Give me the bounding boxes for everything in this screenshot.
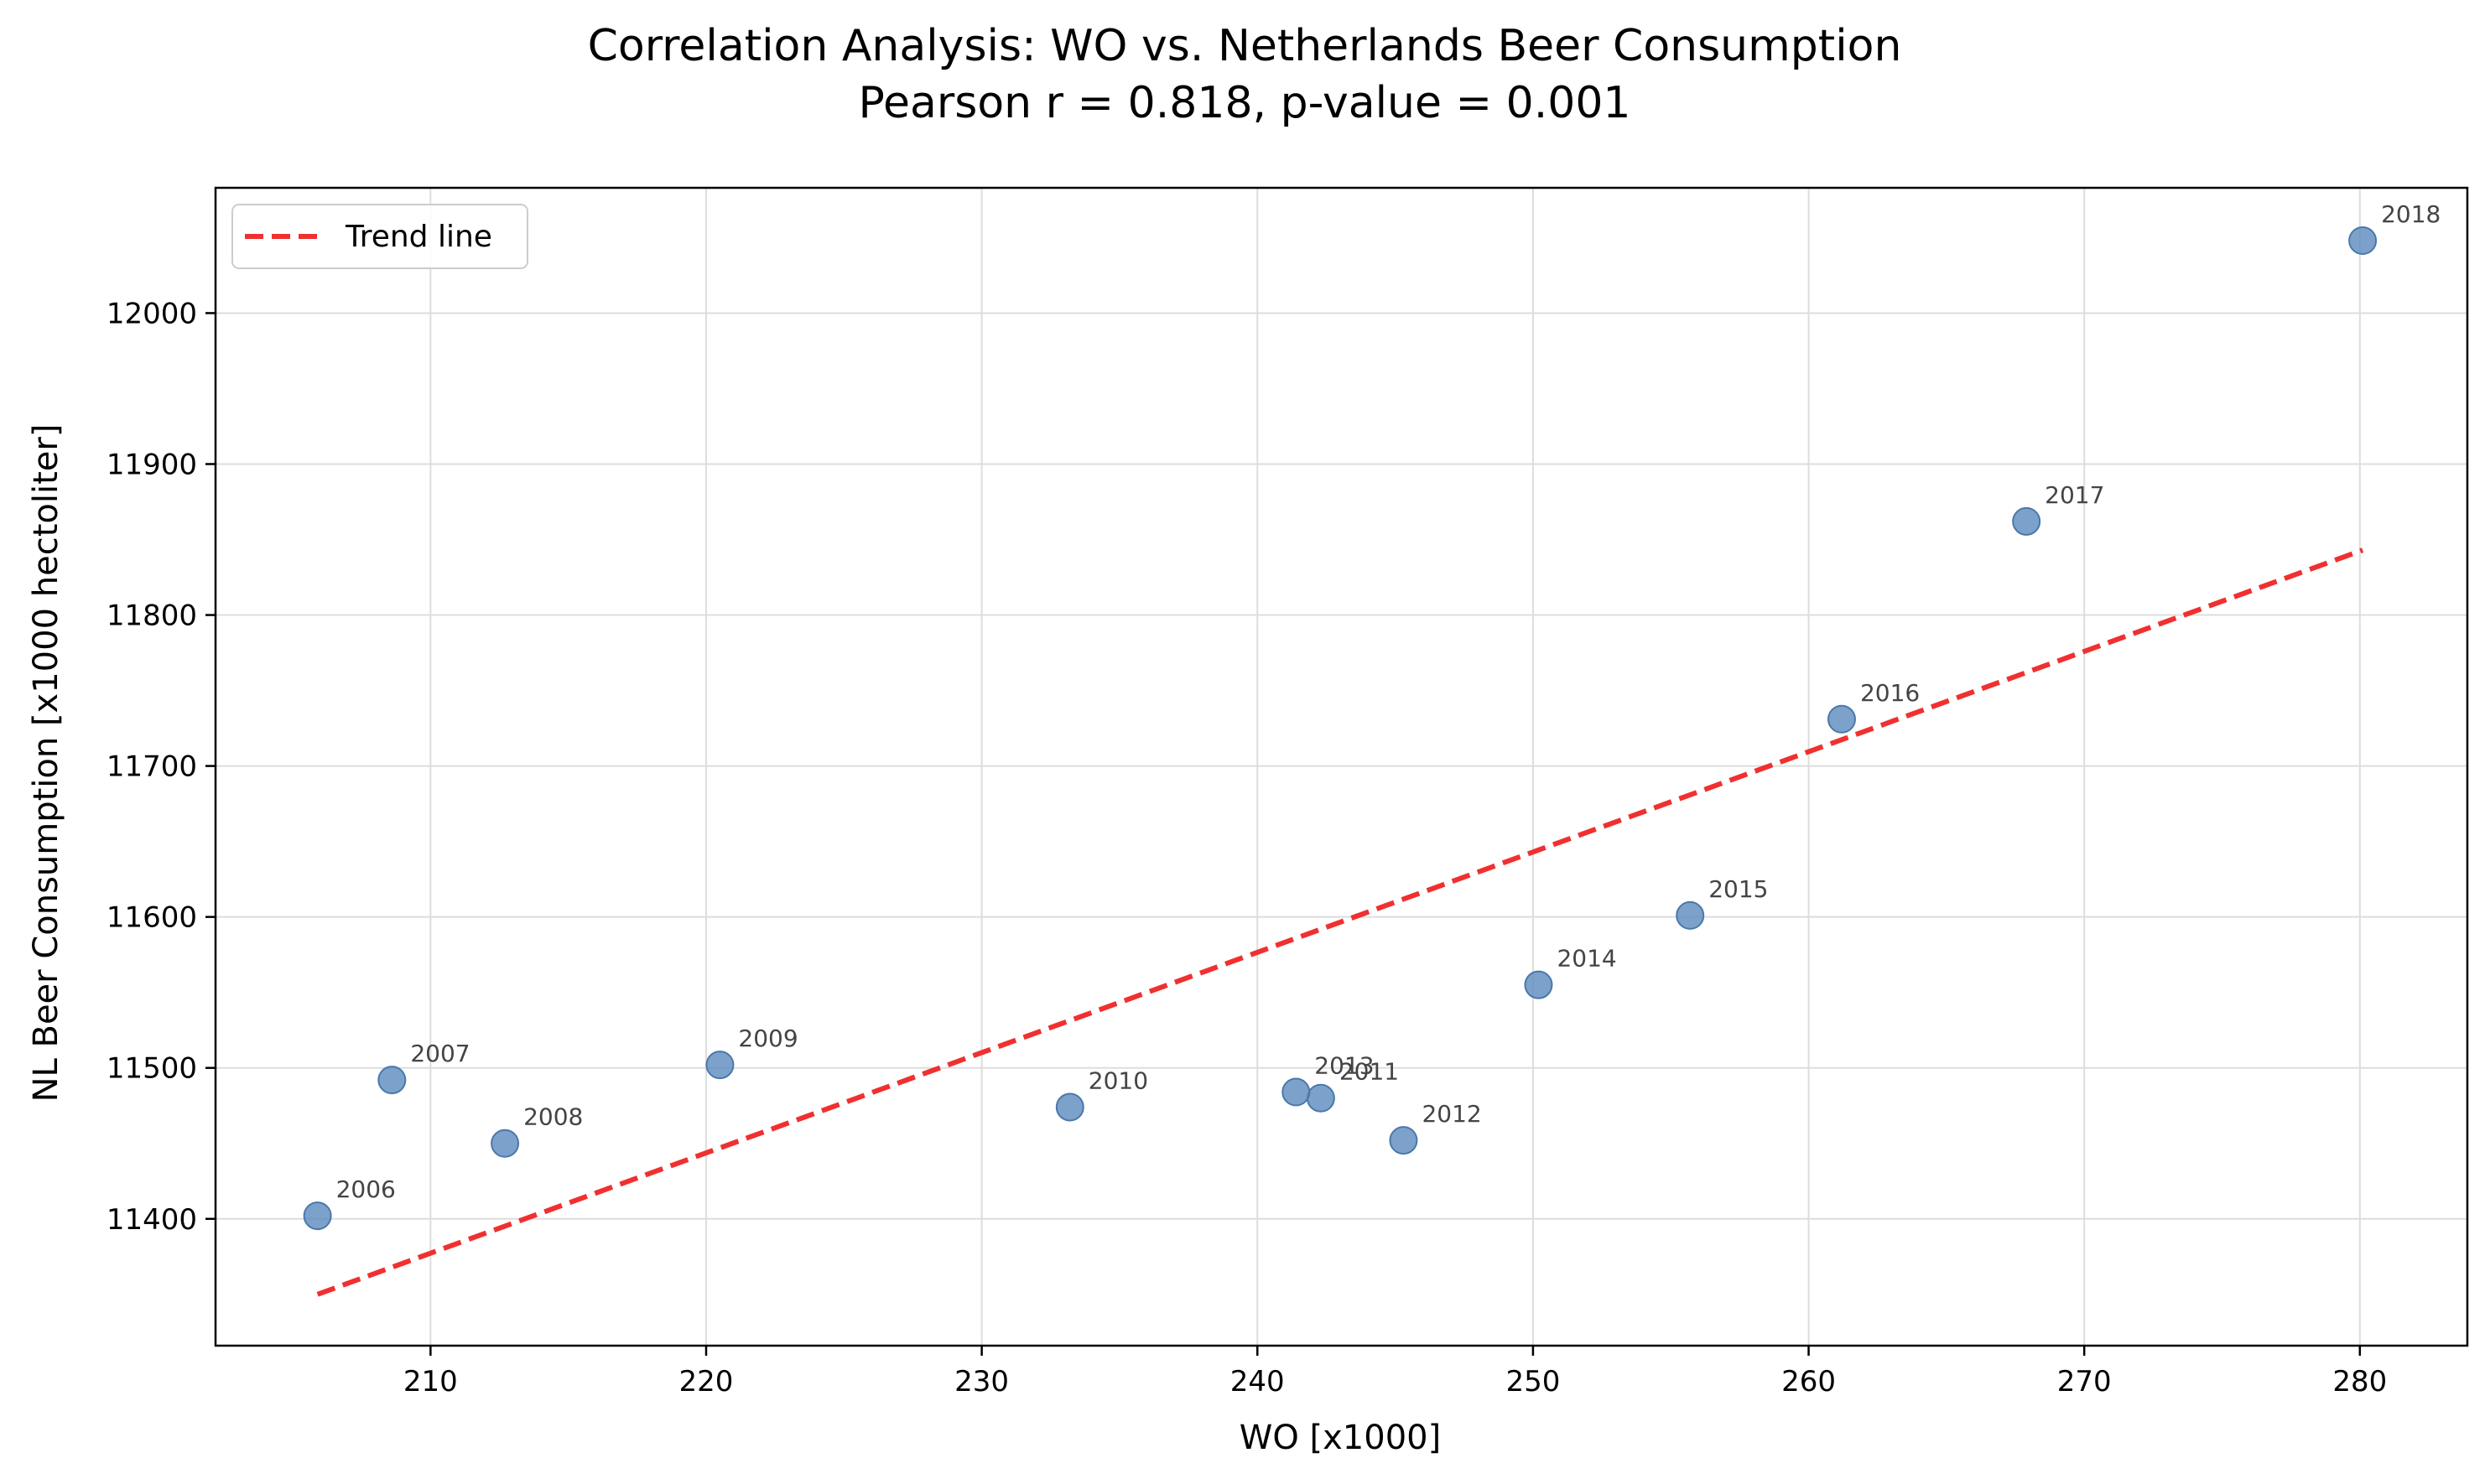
y-tick-label: 11500 (107, 1052, 197, 1086)
data-point-label: 2013 (1314, 1052, 1374, 1080)
data-point-label: 2017 (2045, 481, 2104, 509)
trend-line (316, 547, 2364, 1297)
data-point (303, 1201, 332, 1231)
y-axis-label: NL Beer Consumption [x1000 hectoliter] (27, 424, 65, 1103)
point-labels: 2006 2007 2008 2009 2010 2011 2012 2013 2014 2015… (336, 200, 2441, 1203)
grid-lines (216, 188, 2467, 1346)
chart-subtitle: Pearson r = 0.818, p-value = 0.001 (859, 78, 1631, 128)
data-point (491, 1129, 520, 1158)
data-point (1055, 1092, 1084, 1122)
data-point (1524, 970, 1553, 999)
legend: Trend line (231, 204, 528, 269)
x-tick-label: 270 (2057, 1365, 2112, 1398)
data-point-label: 2009 (738, 1025, 798, 1052)
x-tick-label: 260 (1781, 1365, 1836, 1398)
data-point-label: 2008 (523, 1103, 583, 1131)
y-tick-label: 11400 (107, 1203, 197, 1237)
y-tick-label: 11900 (107, 448, 197, 481)
x-axis-label: WO [x1000] (1240, 1419, 1441, 1457)
x-tick-label: 280 (2332, 1365, 2387, 1398)
data-point (1676, 900, 1705, 930)
x-tick-label: 210 (403, 1365, 458, 1398)
y-axis-ticks: 11400 11500 11600 11700 11800 11900 12000 (107, 297, 216, 1237)
y-tick-label: 11600 (107, 901, 197, 935)
data-points (303, 226, 2378, 1231)
data-point (705, 1051, 735, 1080)
data-point (1306, 1083, 1335, 1113)
y-tick-label: 11700 (107, 750, 197, 784)
chart-title: Correlation Analysis: WO vs. Netherlands… (588, 21, 1902, 71)
legend-box (231, 204, 528, 269)
y-tick-label: 11800 (107, 599, 197, 633)
data-point-label: 2012 (1422, 1100, 1481, 1128)
x-tick-label: 220 (679, 1365, 734, 1398)
x-tick-label: 250 (1505, 1365, 1560, 1398)
y-tick-label: 12000 (107, 297, 197, 330)
legend-trend-label: Trend line (345, 220, 492, 254)
x-tick-label: 240 (1230, 1365, 1285, 1398)
data-point (2348, 226, 2378, 256)
x-axis-ticks: 210 220 230 240 250 260 270 280 (403, 1346, 2387, 1398)
trend-line-group (316, 547, 2364, 1297)
data-point (1827, 704, 1856, 734)
data-point-label: 2014 (1557, 945, 1616, 973)
x-tick-label: 230 (954, 1365, 1009, 1398)
data-point-label: 2015 (1708, 875, 1768, 903)
data-point-label: 2011 (1339, 1058, 1399, 1086)
data-point-label: 2016 (1860, 679, 1920, 707)
data-point-label: 2010 (1089, 1067, 1148, 1095)
data-point-label: 2007 (410, 1040, 470, 1067)
data-point (2012, 506, 2041, 536)
data-point (1281, 1077, 1311, 1107)
data-point-label: 2006 (336, 1175, 396, 1203)
data-point (1389, 1126, 1418, 1155)
data-point (377, 1066, 407, 1095)
data-point-label: 2018 (2381, 200, 2441, 228)
